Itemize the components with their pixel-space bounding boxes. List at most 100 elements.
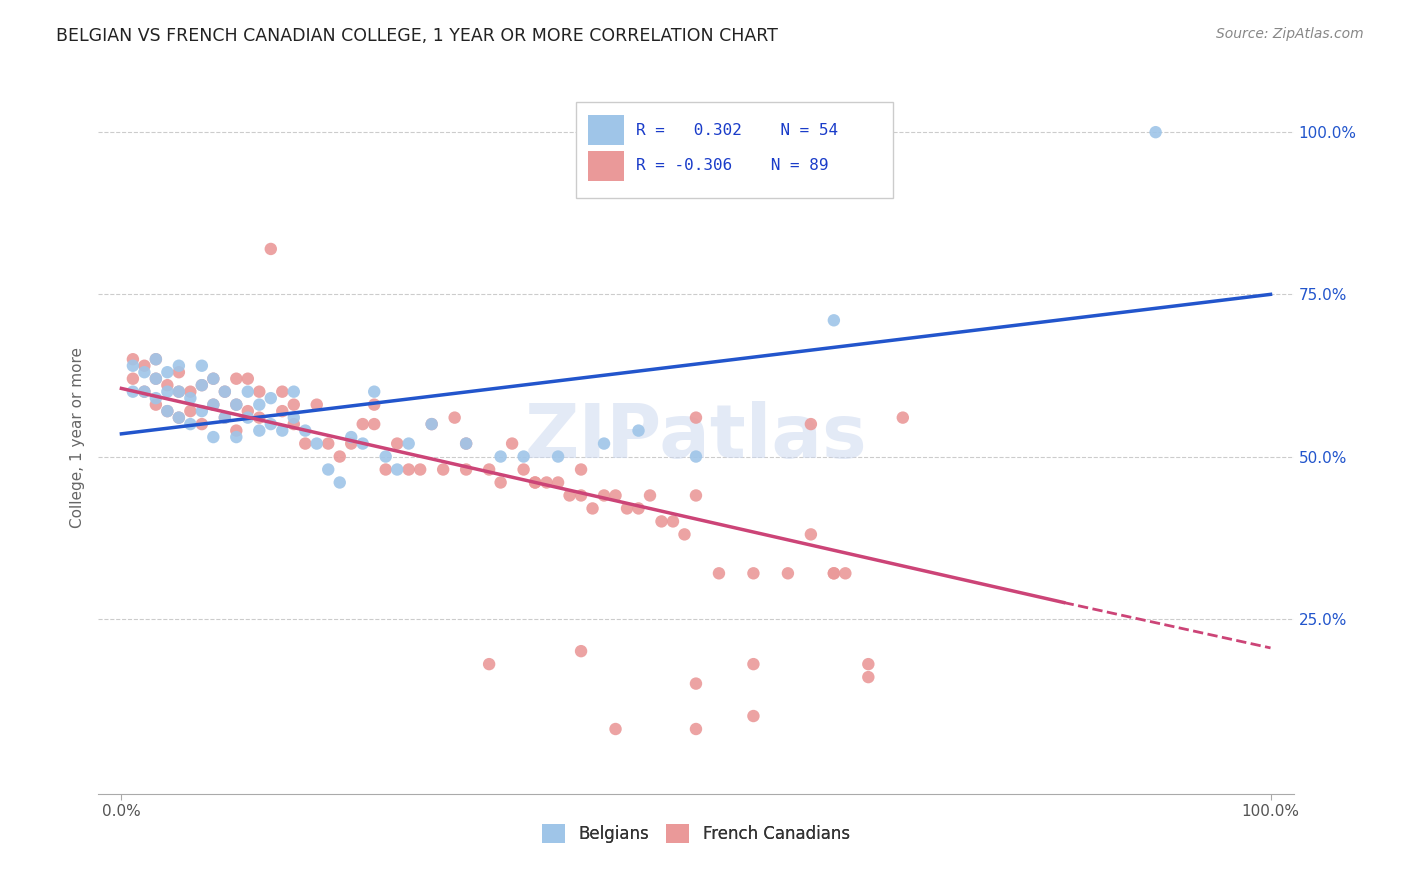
Point (443, 410, 465, 425)
Point (352, 436, 374, 450)
Text: BELGIAN VS FRENCH CANADIAN COLLEGE, 1 YEAR OR MORE CORRELATION CHART: BELGIAN VS FRENCH CANADIAN COLLEGE, 1 YE… (56, 27, 778, 45)
Point (214, 384, 236, 399)
Point (569, 488, 592, 502)
Point (156, 404, 179, 418)
Point (512, 450, 534, 464)
Point (662, 515, 685, 529)
Point (456, 462, 478, 476)
Point (236, 410, 259, 425)
Point (236, 372, 259, 386)
Point (134, 359, 156, 373)
Y-axis label: College, 1 year or more: College, 1 year or more (69, 347, 84, 527)
Point (283, 417, 305, 431)
Point (478, 462, 501, 476)
Point (558, 488, 581, 502)
Point (260, 417, 283, 431)
Point (179, 417, 201, 431)
Point (742, 709, 765, 723)
Point (800, 417, 823, 431)
Point (776, 566, 799, 581)
Point (156, 365, 179, 379)
Point (294, 424, 316, 438)
Point (524, 475, 547, 490)
Text: R =   0.302    N = 54: R = 0.302 N = 54 (637, 123, 838, 137)
Point (398, 436, 420, 450)
Point (673, 527, 696, 541)
Point (800, 527, 823, 541)
Point (547, 450, 569, 464)
Point (283, 398, 305, 412)
Point (145, 372, 167, 386)
Point (122, 384, 145, 399)
Point (316, 436, 339, 450)
Point (271, 404, 294, 418)
Point (214, 410, 236, 425)
Point (122, 352, 145, 367)
Point (202, 398, 225, 412)
Point (225, 398, 247, 412)
Point (316, 462, 339, 476)
Point (260, 391, 283, 405)
Point (305, 398, 328, 412)
Point (145, 391, 167, 405)
Point (478, 657, 501, 672)
Point (225, 430, 247, 444)
Point (512, 462, 534, 476)
Point (271, 384, 294, 399)
Point (456, 436, 478, 450)
Legend: Belgians, French Canadians: Belgians, French Canadians (536, 817, 856, 850)
Point (167, 359, 190, 373)
Point (329, 475, 352, 490)
FancyBboxPatch shape (576, 102, 893, 198)
Point (593, 488, 616, 502)
Point (191, 417, 214, 431)
Point (398, 462, 420, 476)
Text: Source: ZipAtlas.com: Source: ZipAtlas.com (1216, 27, 1364, 41)
Point (501, 436, 523, 450)
Point (363, 398, 385, 412)
Point (374, 462, 396, 476)
Point (236, 404, 259, 418)
Point (191, 404, 214, 418)
Point (547, 475, 569, 490)
Point (191, 378, 214, 392)
Point (385, 436, 409, 450)
Point (627, 424, 650, 438)
Point (329, 450, 352, 464)
Point (145, 372, 167, 386)
Point (616, 501, 638, 516)
Point (456, 436, 478, 450)
Point (374, 450, 396, 464)
Point (858, 657, 880, 672)
Point (225, 372, 247, 386)
Point (214, 410, 236, 425)
Point (179, 384, 201, 399)
Point (283, 410, 305, 425)
Point (134, 384, 156, 399)
Point (179, 404, 201, 418)
Point (305, 436, 328, 450)
Point (122, 359, 145, 373)
Point (202, 430, 225, 444)
Point (858, 670, 880, 684)
Point (247, 384, 270, 399)
Point (294, 436, 316, 450)
Point (685, 676, 707, 690)
Point (167, 410, 190, 425)
Point (191, 378, 214, 392)
Point (202, 372, 225, 386)
Point (685, 450, 707, 464)
Point (1144, 125, 1167, 139)
Point (605, 488, 627, 502)
Point (385, 462, 409, 476)
Point (145, 352, 167, 367)
Point (489, 450, 512, 464)
Point (167, 384, 190, 399)
Text: R = -0.306    N = 89: R = -0.306 N = 89 (637, 159, 828, 173)
Point (707, 566, 730, 581)
Point (685, 410, 707, 425)
Point (352, 417, 374, 431)
Point (420, 417, 443, 431)
Point (363, 417, 385, 431)
Point (225, 398, 247, 412)
